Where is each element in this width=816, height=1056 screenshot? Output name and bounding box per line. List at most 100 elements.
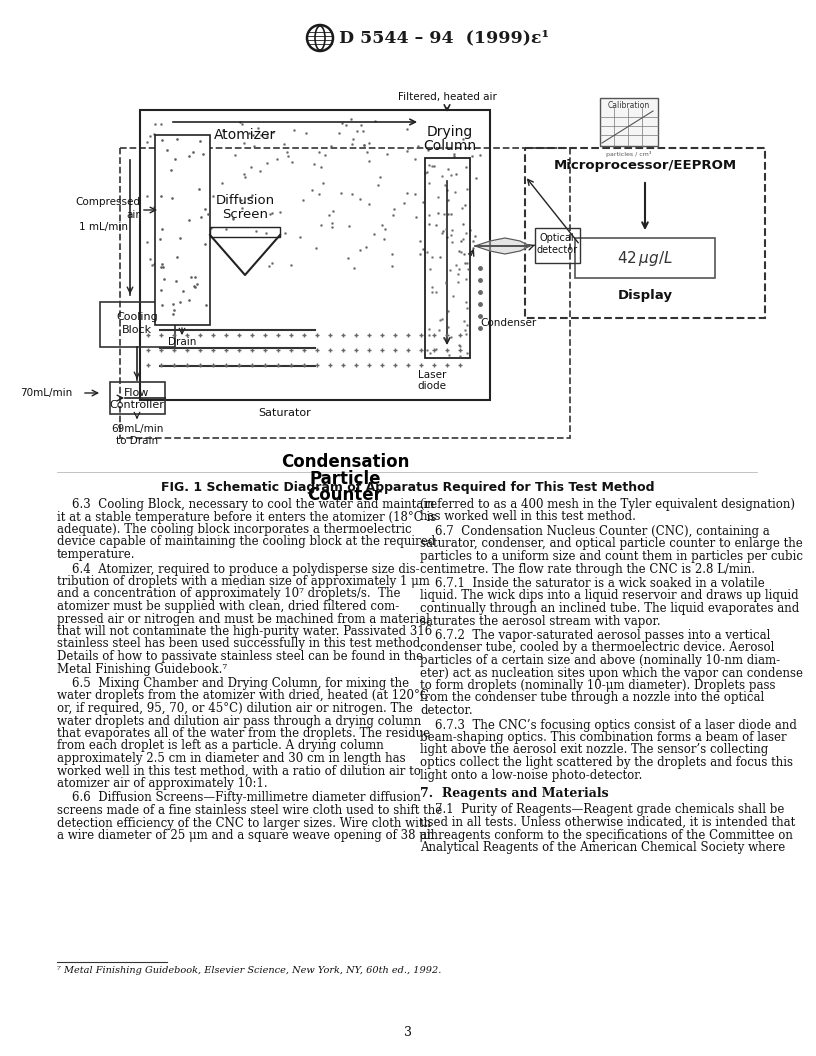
Bar: [210, 227, 280, 237]
Text: Calibration: Calibration: [608, 100, 650, 110]
Text: Condenser: Condenser: [480, 318, 536, 328]
Bar: [110, 382, 165, 414]
Text: Drying: Drying: [427, 125, 473, 139]
Text: continually through an inclined tube. The liquid evaporates and: continually through an inclined tube. Th…: [420, 602, 799, 615]
Text: eter) act as nucleation sites upon which the vapor can condense: eter) act as nucleation sites upon which…: [420, 666, 803, 679]
Text: a wire diameter of 25 μm and a square weave opening of 38 μm: a wire diameter of 25 μm and a square we…: [57, 829, 438, 842]
Text: Screen: Screen: [222, 207, 268, 221]
Text: 69mL/min: 69mL/min: [111, 425, 163, 434]
Text: diode: diode: [418, 381, 446, 391]
Bar: [525, 148, 765, 318]
Text: Filtered, heated air: Filtered, heated air: [397, 92, 496, 102]
Text: water droplets from the atomizer with dried, heated (at 120°C: water droplets from the atomizer with dr…: [57, 690, 429, 702]
Text: 6.4  Atomizer, required to produce a polydisperse size dis-: 6.4 Atomizer, required to produce a poly…: [57, 563, 419, 576]
Text: Optical: Optical: [539, 233, 574, 243]
Text: Particle: Particle: [309, 470, 381, 488]
Text: 1 mL/min: 1 mL/min: [79, 222, 128, 232]
Text: or, if required, 95, 70, or 45°C) dilution air or nitrogen. The: or, if required, 95, 70, or 45°C) diluti…: [57, 702, 413, 715]
Text: 6.7.3  The CNC’s focusing optics consist of a laser diode and: 6.7.3 The CNC’s focusing optics consist …: [420, 718, 797, 732]
Text: particles of a certain size and above (nominally 10-nm diam-: particles of a certain size and above (n…: [420, 654, 780, 667]
Text: Atomizer: Atomizer: [214, 128, 276, 142]
Text: saturates the aerosol stream with vapor.: saturates the aerosol stream with vapor.: [420, 615, 661, 627]
Text: Saturator: Saturator: [259, 408, 312, 418]
Text: Drain: Drain: [168, 337, 196, 347]
Text: particles to a uniform size and count them in particles per cubic: particles to a uniform size and count th…: [420, 550, 803, 563]
Text: centimetre. The flow rate through the CNC is 2.8 L/min.: centimetre. The flow rate through the CN…: [420, 563, 755, 576]
Polygon shape: [475, 238, 530, 254]
Text: light above the aerosol exit nozzle. The sensor’s collecting: light above the aerosol exit nozzle. The…: [420, 743, 768, 756]
Text: Controller: Controller: [109, 400, 165, 410]
Bar: [535, 228, 580, 263]
Text: atomizer air of approximately 10:1.: atomizer air of approximately 10:1.: [57, 777, 268, 790]
Text: and a concentration of approximately 10⁷ droplets/s.  The: and a concentration of approximately 10⁷…: [57, 587, 401, 601]
Text: that will not contaminate the high-purity water. Passivated 316: that will not contaminate the high-purit…: [57, 625, 432, 638]
Bar: [140, 110, 490, 400]
Text: Metal Finishing Guidebook.⁷: Metal Finishing Guidebook.⁷: [57, 662, 227, 676]
Text: D 5544 – 94  (1999)ε¹: D 5544 – 94 (1999)ε¹: [339, 30, 549, 46]
Bar: [600, 98, 658, 146]
Text: from each droplet is left as a particle. A drying column: from each droplet is left as a particle.…: [57, 739, 384, 753]
Text: detector.: detector.: [420, 704, 472, 717]
Text: 6.7  Condensation Nucleus Counter (CNC), containing a: 6.7 Condensation Nucleus Counter (CNC), …: [420, 525, 769, 538]
Text: temperature.: temperature.: [57, 548, 135, 561]
Text: $42\,\mu g/L$: $42\,\mu g/L$: [617, 248, 673, 267]
Text: from the condenser tube through a nozzle into the optical: from the condenser tube through a nozzle…: [420, 692, 765, 704]
Bar: [100, 302, 175, 347]
Text: 7.1  Purity of Reagents—Reagent grade chemicals shall be: 7.1 Purity of Reagents—Reagent grade che…: [420, 804, 784, 816]
Text: Microprocessor/EEPROM: Microprocessor/EEPROM: [553, 159, 737, 172]
Text: Flow: Flow: [124, 388, 149, 398]
Text: to Drain: to Drain: [116, 436, 158, 446]
Text: has worked well in this test method.: has worked well in this test method.: [420, 510, 636, 524]
Text: Cooling: Cooling: [116, 312, 157, 322]
Text: 3: 3: [404, 1025, 412, 1038]
Text: screens made of a fine stainless steel wire cloth used to shift the: screens made of a fine stainless steel w…: [57, 804, 442, 817]
Text: Laser: Laser: [418, 370, 446, 380]
Text: 70mL/min: 70mL/min: [20, 388, 72, 398]
Text: optics collect the light scattered by the droplets and focus this: optics collect the light scattered by th…: [420, 756, 793, 769]
Text: Compressed: Compressed: [75, 197, 140, 207]
Text: to form droplets (nominally 10-μm diameter). Droplets pass: to form droplets (nominally 10-μm diamet…: [420, 679, 775, 692]
Text: (referred to as a 400 mesh in the Tyler equivalent designation): (referred to as a 400 mesh in the Tyler …: [420, 498, 795, 511]
Text: used in all tests. Unless otherwise indicated, it is intended that: used in all tests. Unless otherwise indi…: [420, 816, 796, 829]
Text: beam-shaping optics. This combination forms a beam of laser: beam-shaping optics. This combination fo…: [420, 731, 787, 744]
Text: 6.5  Mixing Chamber and Drying Column, for mixing the: 6.5 Mixing Chamber and Drying Column, fo…: [57, 677, 409, 690]
Text: condenser tube, cooled by a thermoelectric device. Aerosol: condenser tube, cooled by a thermoelectr…: [420, 641, 774, 655]
Text: that evaporates all of the water from the droplets. The residue: that evaporates all of the water from th…: [57, 727, 430, 740]
Text: Analytical Reagents of the American Chemical Society where: Analytical Reagents of the American Chem…: [420, 841, 785, 854]
Text: air: air: [126, 210, 140, 220]
Text: FIG. 1 Schematic Diagram of Apparatus Required for This Test Method: FIG. 1 Schematic Diagram of Apparatus Re…: [162, 480, 654, 494]
Bar: [425, 158, 470, 358]
Text: device capable of maintaining the cooling block at the required: device capable of maintaining the coolin…: [57, 535, 435, 548]
Text: liquid. The wick dips into a liquid reservoir and draws up liquid: liquid. The wick dips into a liquid rese…: [420, 589, 799, 603]
Text: stainless steel has been used successfully in this test method.: stainless steel has been used successful…: [57, 638, 424, 650]
Text: detection efficiency of the CNC to larger sizes. Wire cloth with: detection efficiency of the CNC to large…: [57, 816, 431, 830]
Text: Block: Block: [122, 325, 152, 335]
Bar: [155, 135, 210, 325]
Text: light onto a low-noise photo-detector.: light onto a low-noise photo-detector.: [420, 769, 642, 781]
Text: it at a stable temperature before it enters the atomizer (18°C is: it at a stable temperature before it ent…: [57, 510, 437, 524]
Text: saturator, condenser, and optical particle counter to enlarge the: saturator, condenser, and optical partic…: [420, 538, 803, 550]
Text: Display: Display: [618, 289, 672, 302]
Text: Column: Column: [424, 139, 477, 153]
Text: atomizer must be supplied with clean, dried filtered com-: atomizer must be supplied with clean, dr…: [57, 600, 399, 612]
Text: 7.  Reagents and Materials: 7. Reagents and Materials: [420, 787, 609, 800]
Text: tribution of droplets with a median size of approximately 1 μm: tribution of droplets with a median size…: [57, 576, 430, 588]
Text: 6.7.2  The vapor-saturated aerosol passes into a vertical: 6.7.2 The vapor-saturated aerosol passes…: [420, 629, 770, 642]
Bar: [120, 148, 570, 438]
Text: Counter: Counter: [308, 486, 383, 504]
Text: Diffusion: Diffusion: [215, 193, 274, 207]
Text: Condensation: Condensation: [281, 453, 409, 471]
Text: Details of how to passivate stainless steel can be found in the: Details of how to passivate stainless st…: [57, 650, 424, 663]
Text: detector: detector: [536, 245, 578, 254]
Text: ⁷ Metal Finishing Guidebook, Elsevier Science, New York, NY, 60th ed., 1992.: ⁷ Metal Finishing Guidebook, Elsevier Sc…: [57, 966, 441, 975]
Text: water droplets and dilution air pass through a drying column: water droplets and dilution air pass thr…: [57, 715, 421, 728]
Text: 6.6  Diffusion Screens—Fifty-millimetre diameter diffusion: 6.6 Diffusion Screens—Fifty-millimetre d…: [57, 792, 421, 805]
Text: all reagents conform to the specifications of the Committee on: all reagents conform to the specificatio…: [420, 829, 793, 842]
Text: approximately 2.5 cm in diameter and 30 cm in length has: approximately 2.5 cm in diameter and 30 …: [57, 752, 406, 765]
Text: pressed air or nitrogen and must be machined from a material: pressed air or nitrogen and must be mach…: [57, 612, 430, 625]
Text: 6.3  Cooling Block, necessary to cool the water and maintain: 6.3 Cooling Block, necessary to cool the…: [57, 498, 434, 511]
Text: adequate). The cooling block incorporates a thermoelectric: adequate). The cooling block incorporate…: [57, 523, 411, 536]
Text: particles / cm³: particles / cm³: [606, 151, 652, 157]
Text: worked well in this test method, with a ratio of dilution air to: worked well in this test method, with a …: [57, 765, 421, 777]
Bar: [575, 238, 715, 278]
